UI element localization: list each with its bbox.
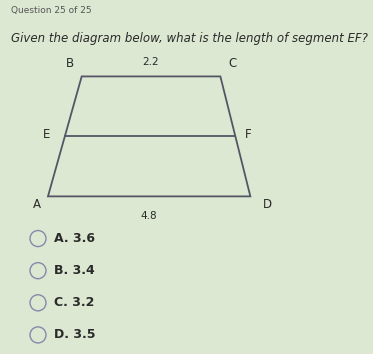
Text: A: A (33, 198, 41, 211)
Text: B. 3.4: B. 3.4 (54, 264, 95, 277)
Text: 4.8: 4.8 (141, 211, 157, 221)
Text: F: F (245, 129, 252, 141)
Text: Given the diagram below, what is the length of segment EF?: Given the diagram below, what is the len… (11, 32, 368, 45)
Text: A. 3.6: A. 3.6 (54, 232, 95, 245)
Text: 2.2: 2.2 (142, 57, 159, 67)
Polygon shape (48, 76, 250, 196)
Text: Question 25 of 25: Question 25 of 25 (11, 6, 92, 15)
Text: B: B (66, 57, 74, 70)
Text: D: D (263, 198, 272, 211)
Text: D. 3.5: D. 3.5 (54, 329, 95, 341)
Text: C. 3.2: C. 3.2 (54, 296, 94, 309)
Text: E: E (43, 129, 50, 141)
Text: C: C (228, 57, 236, 70)
